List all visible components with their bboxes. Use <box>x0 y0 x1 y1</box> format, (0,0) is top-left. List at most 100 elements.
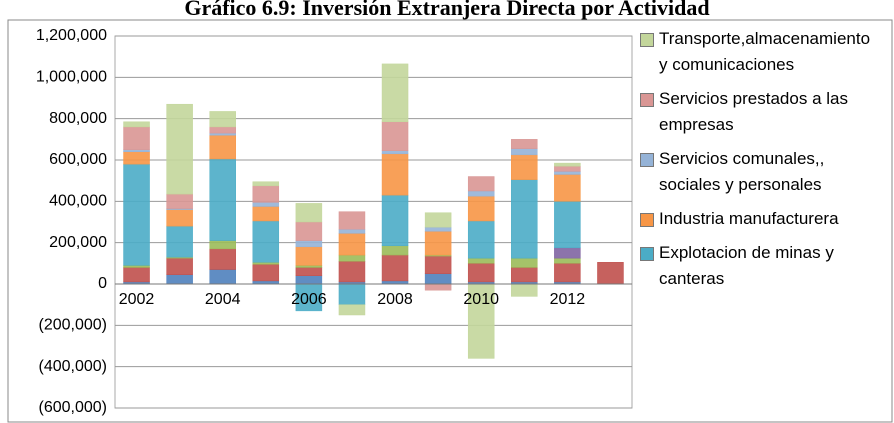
bar-segment <box>554 201 581 249</box>
bar-segment <box>381 245 409 256</box>
bar-segment <box>338 254 366 262</box>
bar-segment <box>123 163 150 266</box>
legend-item: Explotacion de minas y canteras <box>640 240 890 292</box>
bar-segment <box>381 121 409 151</box>
bar-segment <box>381 153 409 196</box>
legend: Transporte,almacenamiento y comunicacion… <box>640 26 890 300</box>
bar-segment <box>467 195 495 222</box>
legend-item: Transporte,almacenamiento y comunicacion… <box>640 26 890 78</box>
bar-segment <box>381 150 409 155</box>
bar-segment <box>554 165 581 172</box>
bar-segment <box>467 176 495 192</box>
legend-label: Explotacion de minas y canteras <box>659 243 834 288</box>
bar-segment <box>381 194 409 247</box>
y-tick-label: (400,000) <box>39 358 108 375</box>
bar-segment <box>467 263 495 283</box>
bar-segment <box>424 212 452 228</box>
bar-segment <box>166 274 193 285</box>
bar-segment <box>209 269 236 285</box>
bar-segment <box>424 255 452 274</box>
bar-segment <box>209 126 236 134</box>
bar-segment <box>209 111 236 128</box>
x-tick-label: 2012 <box>550 291 586 308</box>
bar-segment <box>554 162 581 167</box>
bar-segment <box>123 126 150 150</box>
bar-segment <box>511 283 538 297</box>
legend-swatch <box>640 33 654 47</box>
bar-segment <box>252 181 280 187</box>
bar-segment <box>381 254 409 282</box>
legend-swatch <box>640 153 654 167</box>
y-tick-label: 200,000 <box>49 234 107 251</box>
bar-segment <box>424 231 452 256</box>
bar-segment <box>511 139 538 149</box>
bar-segment <box>511 257 538 268</box>
bar-segment <box>295 240 323 248</box>
bar-segment <box>511 154 538 180</box>
bar-segment <box>511 267 538 283</box>
bar-segment <box>424 273 452 285</box>
x-tick-label: 2004 <box>205 291 241 308</box>
x-tick-label: 2002 <box>119 291 155 308</box>
bar-segment <box>467 257 495 264</box>
bar-segment <box>554 171 581 175</box>
legend-swatch <box>640 213 654 227</box>
y-tick-label: 800,000 <box>49 110 107 127</box>
bar-segment <box>166 209 193 227</box>
bar-segment <box>338 283 366 305</box>
bar-segment <box>338 211 366 230</box>
bar-segment <box>209 240 236 250</box>
legend-label: Servicios comunales,, sociales y persona… <box>659 149 825 194</box>
bar-segment <box>338 261 366 283</box>
bar-segment <box>295 265 323 268</box>
bar-segment <box>295 283 323 312</box>
bar-segment <box>252 202 280 207</box>
legend-label: Servicios prestados a las empresas <box>659 89 848 134</box>
bar-segment <box>123 121 150 128</box>
bar-segment <box>424 283 452 291</box>
x-tick-label: 2010 <box>463 291 499 308</box>
bar-segment <box>166 225 193 258</box>
legend-item: Servicios comunales,, sociales y persona… <box>640 146 890 198</box>
x-tick-label: 2006 <box>291 291 327 308</box>
y-tick-label: 600,000 <box>49 151 107 168</box>
y-tick-label: (200,000) <box>39 317 108 334</box>
bar-segment <box>123 265 150 268</box>
bar-segment <box>381 63 409 123</box>
legend-item: Servicios prestados a las empresas <box>640 86 890 138</box>
bar-segment <box>123 267 150 283</box>
bar-segment <box>467 190 495 197</box>
bar-segment <box>166 257 193 275</box>
legend-swatch <box>640 93 654 107</box>
bar-segment <box>209 132 236 136</box>
bar-segment <box>597 262 624 285</box>
bar-segment <box>252 262 280 265</box>
bar-segment <box>554 263 581 283</box>
chart-border <box>7 19 893 423</box>
bar-segment <box>295 221 323 241</box>
bar-segment <box>209 158 236 241</box>
bar-segment <box>123 149 150 152</box>
bar-segment <box>252 206 280 222</box>
bar-segment <box>424 226 452 232</box>
bar-segment <box>554 257 581 264</box>
bar-segment <box>554 247 581 259</box>
bar-segment <box>252 264 280 282</box>
y-tick-label: 400,000 <box>49 193 107 210</box>
bar-segment <box>338 233 366 256</box>
bar-segment <box>209 134 236 160</box>
legend-swatch <box>640 247 654 261</box>
bar-segment <box>123 151 150 165</box>
y-tick-label: 0 <box>98 275 107 292</box>
chart-title: Gráfico 6.9: Inversión Extranjera Direct… <box>184 0 709 20</box>
legend-item: Industria manufacturera <box>640 206 890 232</box>
bar-segment <box>338 304 366 316</box>
bar-segment <box>166 193 193 209</box>
bar-segment <box>295 275 323 285</box>
bar-segment <box>166 103 193 195</box>
bar-segment <box>511 179 538 259</box>
legend-label: Industria manufacturera <box>659 209 839 228</box>
bar-segment <box>252 220 280 263</box>
